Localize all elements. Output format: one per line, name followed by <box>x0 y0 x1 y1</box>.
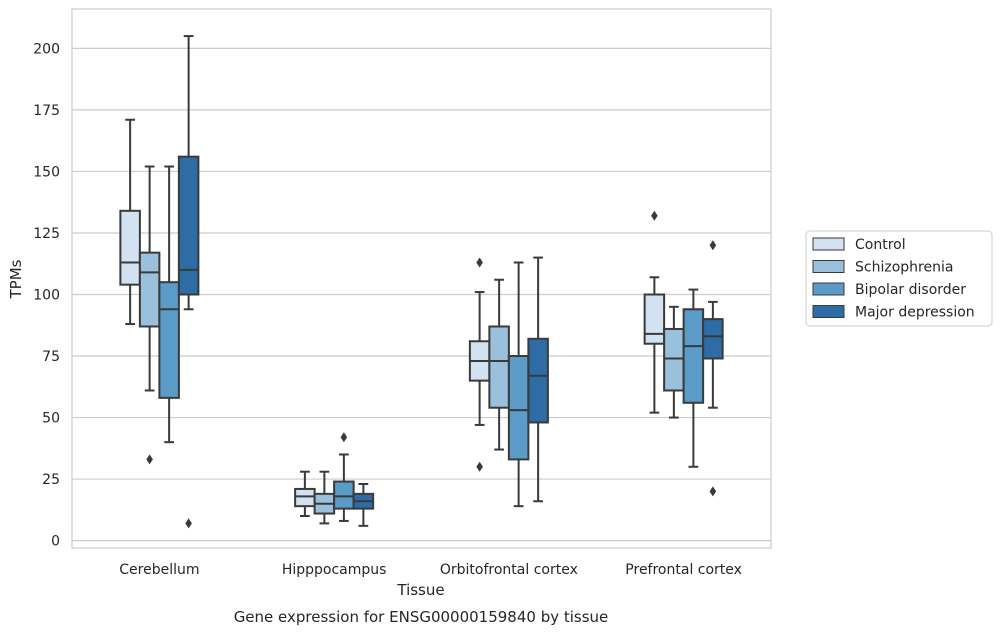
y-tick-label: 200 <box>33 41 60 57</box>
y-axis-label: TPMs <box>7 259 25 299</box>
x-tick-label: Prefrontal cortex <box>625 562 742 578</box>
box-iqr <box>138 251 161 328</box>
box <box>682 288 705 468</box>
box <box>468 257 491 472</box>
chart-caption: Gene expression for ENSG00000159840 by t… <box>234 608 609 626</box>
box <box>643 210 666 414</box>
legend: Control Schizophrenia Bipolar disorder Majo… <box>805 230 993 327</box>
outlier-point <box>709 486 717 497</box>
box-iqr <box>507 355 530 461</box>
y-tick-label: 175 <box>33 103 60 119</box>
legend-items: Control Schizophrenia Bipolar disorder Majo… <box>812 237 975 321</box>
y-tick-label: 125 <box>33 226 60 242</box>
plot-frame <box>71 8 772 549</box>
legend-frame <box>805 230 993 327</box>
legend-label: Schizophrenia <box>855 260 953 276</box>
box <box>527 256 549 503</box>
box-iqr <box>702 318 724 360</box>
box-iqr <box>294 487 316 508</box>
box <box>333 432 355 522</box>
x-axis-label: Tissue <box>396 581 444 599</box>
legend-swatch <box>812 260 845 273</box>
outlier-point <box>340 432 348 443</box>
x-tick-label: Hipppocampus <box>282 562 387 578</box>
legend-label: Control <box>855 237 906 253</box>
box-iqr <box>333 480 355 510</box>
outlier-point <box>146 454 153 465</box>
y-tick-label: 150 <box>33 164 60 180</box>
x-tick-labels: Cerebellum Hipppocampus Orbitofrontal cort… <box>119 562 742 578</box>
y-tick-label: 75 <box>42 349 60 365</box>
y-tick-label: 50 <box>42 411 60 427</box>
box-iqr <box>527 337 549 424</box>
x-tick-label: Orbitofrontal cortex <box>440 562 578 578</box>
outlier-point <box>185 518 192 529</box>
legend-label: Bipolar disorder <box>855 282 966 298</box>
box-iqr <box>488 325 510 409</box>
box <box>177 35 200 529</box>
legend-label: Major depression <box>855 305 975 321</box>
box-iqr <box>119 209 141 286</box>
box <box>702 240 724 497</box>
box <box>352 483 375 527</box>
legend-swatch <box>812 237 845 251</box>
box-iqr <box>158 281 180 399</box>
box-iqr <box>177 155 200 296</box>
box <box>138 165 161 465</box>
box-iqr <box>643 293 666 345</box>
box <box>158 165 180 444</box>
y-tick-label: 100 <box>33 287 60 303</box>
y-tick-label: 0 <box>51 534 60 550</box>
box-iqr <box>682 308 705 404</box>
box <box>488 278 510 451</box>
y-tick-labels: 0 25 50 75 100 125 150 175 200 <box>33 41 60 549</box>
outlier-point <box>709 240 717 251</box>
outlier-point <box>651 210 658 221</box>
y-tick-label: 25 <box>42 472 60 488</box>
legend-swatch <box>812 305 845 318</box>
outlier-point <box>476 257 483 268</box>
box <box>119 118 141 326</box>
box-iqr <box>663 327 685 392</box>
boxes <box>119 35 724 529</box>
box <box>313 470 336 525</box>
box <box>663 305 685 419</box>
x-tick-label: Cerebellum <box>119 562 199 578</box>
box <box>294 470 316 518</box>
legend-swatch <box>812 282 845 296</box>
box <box>507 261 530 508</box>
outlier-point <box>476 461 483 472</box>
